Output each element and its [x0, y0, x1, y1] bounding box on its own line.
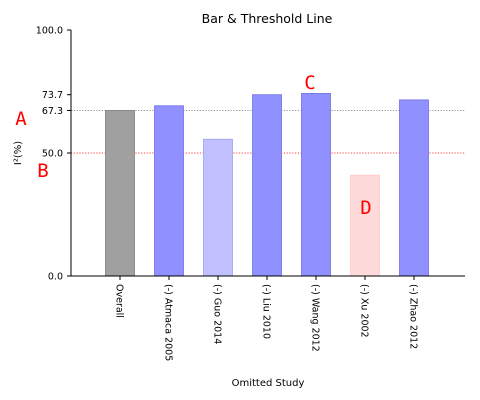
x-tick-label: Overall: [114, 284, 125, 318]
bar-4: [301, 93, 331, 277]
y-tick-label: 50.0: [42, 149, 63, 160]
bar-5: [350, 174, 380, 277]
x-tick-label: (-) Liu 2010: [261, 284, 272, 339]
y-ticks: 0.0 50.0 67.3 73.7 100.0: [36, 26, 71, 283]
marker-d: D: [360, 197, 371, 219]
y-tick-label: 67.3: [42, 106, 63, 117]
marker-c: C: [304, 72, 315, 94]
bar-6: [399, 99, 429, 277]
x-tick-label: (-) Zhao 2012: [408, 284, 419, 349]
x-tick-label: (-) Guo 2014: [212, 284, 223, 344]
x-tick-label: (-) Wang 2012: [310, 284, 321, 352]
bar-1: [154, 105, 184, 277]
y-tick-label: 0.0: [48, 272, 63, 283]
chart-title: Bar & Threshold Line: [202, 11, 333, 26]
x-tick-label: (-) Atmaca 2005: [163, 284, 174, 361]
x-axis-label: Omitted Study: [232, 378, 305, 389]
y-axis-label: I²(%): [13, 141, 24, 165]
x-ticks: Overall (-) Atmaca 2005 (-) Guo 2014 (-) Li…: [114, 276, 419, 361]
bar-3: [252, 94, 282, 277]
y-tick-label: 73.7: [42, 90, 63, 101]
bar-2: [203, 138, 233, 277]
y-tick-label: 100.0: [36, 26, 63, 37]
bars: [105, 93, 429, 277]
marker-b: B: [37, 160, 48, 182]
bar-0: [105, 110, 135, 277]
x-tick-label: (-) Xu 2002: [359, 284, 370, 338]
marker-a: A: [15, 108, 27, 130]
